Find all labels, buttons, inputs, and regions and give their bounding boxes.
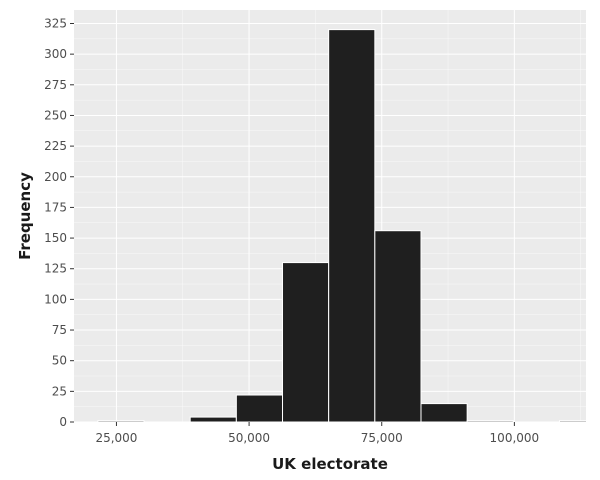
y-tick-label: 50 bbox=[52, 354, 67, 368]
y-tick-label: 0 bbox=[59, 415, 67, 429]
histogram-bar bbox=[235, 394, 284, 422]
histogram-bar bbox=[189, 416, 237, 422]
y-tick-label: 175 bbox=[44, 200, 67, 214]
histogram-bar bbox=[558, 420, 586, 422]
y-tick-label: 300 bbox=[44, 47, 67, 61]
histogram-bar bbox=[97, 420, 145, 422]
histogram-bars bbox=[97, 29, 586, 422]
y-tick-label: 275 bbox=[44, 78, 67, 92]
x-tick-label: 25,000 bbox=[95, 431, 137, 445]
y-tick-label: 150 bbox=[44, 231, 67, 245]
y-axis-title: Frequency bbox=[16, 172, 34, 260]
histogram-bar bbox=[466, 420, 514, 422]
histogram-bar bbox=[328, 29, 376, 422]
y-tick-label: 75 bbox=[52, 323, 67, 337]
histogram-bar bbox=[374, 230, 422, 422]
y-axis: 0 25 50 75 100 125 150 175 200 225 250 275 300 325 bbox=[44, 16, 74, 429]
x-tick-label: 100,000 bbox=[490, 431, 540, 445]
y-tick-label: 250 bbox=[44, 108, 67, 122]
x-axis: 25,000 50,000 75,000 100,000 bbox=[95, 422, 539, 445]
x-tick-label: 50,000 bbox=[228, 431, 270, 445]
y-tick-label: 25 bbox=[52, 384, 67, 398]
y-tick-label: 225 bbox=[44, 139, 67, 153]
x-axis-title: UK electorate bbox=[272, 455, 388, 473]
y-tick-label: 125 bbox=[44, 262, 67, 276]
x-tick-label: 75,000 bbox=[361, 431, 403, 445]
histogram-bar bbox=[420, 403, 468, 422]
histogram-bar bbox=[282, 262, 330, 422]
y-tick-label: 100 bbox=[44, 292, 67, 306]
y-tick-label: 325 bbox=[44, 16, 67, 30]
y-tick-label: 200 bbox=[44, 170, 67, 184]
